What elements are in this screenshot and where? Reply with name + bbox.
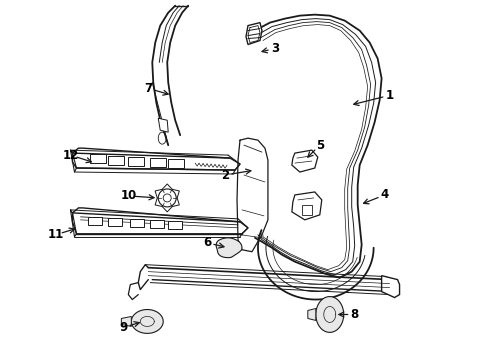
Polygon shape — [91, 154, 106, 163]
Polygon shape — [292, 150, 318, 172]
Polygon shape — [216, 238, 242, 258]
Text: 7: 7 — [144, 82, 152, 95]
Text: 8: 8 — [350, 308, 359, 321]
Polygon shape — [122, 316, 131, 327]
Text: 11: 11 — [48, 228, 64, 241]
Text: 12: 12 — [62, 149, 78, 162]
Polygon shape — [108, 218, 122, 226]
Polygon shape — [158, 118, 168, 132]
Polygon shape — [302, 205, 312, 215]
Text: 9: 9 — [119, 321, 127, 334]
Ellipse shape — [158, 189, 176, 207]
Polygon shape — [89, 217, 102, 225]
Polygon shape — [292, 192, 322, 220]
Text: 4: 4 — [380, 188, 389, 202]
Text: 5: 5 — [316, 139, 324, 152]
Polygon shape — [246, 23, 262, 45]
Polygon shape — [73, 208, 248, 234]
Text: 2: 2 — [221, 168, 229, 181]
Polygon shape — [128, 157, 144, 166]
Polygon shape — [382, 276, 399, 298]
Polygon shape — [131, 310, 163, 333]
Polygon shape — [130, 219, 144, 227]
Text: 10: 10 — [120, 189, 136, 202]
Polygon shape — [308, 309, 316, 320]
Text: 3: 3 — [271, 42, 279, 55]
Text: 6: 6 — [203, 236, 211, 249]
Text: 1: 1 — [386, 89, 393, 102]
Polygon shape — [108, 156, 124, 165]
Polygon shape — [150, 220, 164, 228]
Polygon shape — [73, 148, 240, 170]
Polygon shape — [316, 297, 343, 332]
Polygon shape — [150, 158, 166, 167]
Polygon shape — [168, 159, 184, 168]
Polygon shape — [168, 221, 182, 229]
